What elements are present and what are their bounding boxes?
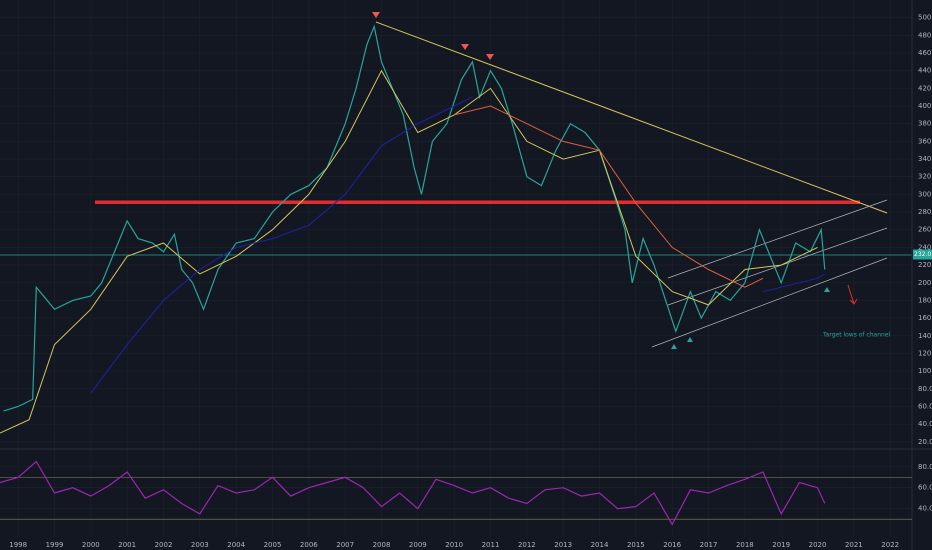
y-tick-label: 20.0: [918, 438, 932, 446]
x-tick-label: 2017: [700, 541, 718, 549]
y-tick-label: 280.0: [918, 208, 932, 216]
x-tick-label: 2020: [809, 541, 827, 549]
x-tick-label: 2022: [881, 541, 899, 549]
y-tick-label: 120.0: [918, 349, 932, 357]
x-tick-label: 1998: [9, 541, 27, 549]
x-tick-label: 2003: [191, 541, 209, 549]
x-tick-label: 2013: [554, 541, 572, 549]
y-tick-label: 60.0: [918, 402, 932, 410]
x-tick-label: 2016: [663, 541, 681, 549]
y-tick-label: 500.0: [918, 14, 932, 22]
y-tick-label: 80.0: [918, 385, 932, 393]
x-tick-label: 2011: [482, 541, 500, 549]
y-tick-label: 40.00: [918, 505, 932, 513]
x-tick-label: 2005: [264, 541, 282, 549]
y-tick-label: 260.0: [918, 226, 932, 234]
x-tick-label: 2002: [155, 541, 173, 549]
x-tick-label: 2019: [772, 541, 790, 549]
last-price-label: 232.0: [914, 251, 931, 258]
y-tick-label: 400.0: [918, 102, 932, 110]
arrow: [847, 284, 858, 305]
last-price-box: [913, 249, 932, 260]
x-tick-label: 2001: [118, 541, 136, 549]
y-tick-label: 440.0: [918, 67, 932, 75]
series-line: [0, 69, 818, 434]
channel-line: [651, 257, 888, 348]
resistance-zone: [95, 200, 860, 204]
y-tick-label: 80.00: [918, 463, 932, 471]
y-tick-label: 220.0: [918, 261, 932, 269]
y-tick-label: 240.0: [918, 243, 932, 251]
y-tick-label: 460.0: [918, 49, 932, 57]
x-tick-label: 2000: [82, 541, 100, 549]
y-tick-label: 360.0: [918, 137, 932, 145]
series-line: [90, 96, 826, 394]
x-tick-label: 2012: [518, 541, 536, 549]
y-tick-label: 300.0: [918, 190, 932, 198]
x-tick-label: 2015: [627, 541, 645, 549]
series-line: [0, 460, 826, 526]
x-tick-label: 2006: [300, 541, 318, 549]
y-tick-label: 40.0: [918, 420, 932, 428]
y-tick-label: 60.00: [918, 484, 932, 492]
y-tick-label: 340.0: [918, 155, 932, 163]
x-tick-label: 2014: [591, 541, 609, 549]
channel-line: [667, 199, 888, 279]
x-tick-label: 2018: [736, 541, 754, 549]
y-tick-label: 420.0: [918, 84, 932, 92]
y-tick-label: 480.0: [918, 31, 932, 39]
annotation: Target lows of channel: [822, 332, 891, 339]
x-tick-label: 2008: [373, 541, 391, 549]
y-tick-label: 380.0: [918, 120, 932, 128]
x-tick-label: 2021: [845, 541, 863, 549]
x-tick-label: 2007: [336, 541, 354, 549]
y-tick-label: 160.0: [918, 314, 932, 322]
y-tick-label: 180.0: [918, 296, 932, 304]
channel-line: [667, 227, 888, 306]
series-line: [454, 105, 764, 288]
x-tick-label: 1999: [46, 541, 64, 549]
x-tick-label: 2009: [409, 541, 427, 549]
y-tick-label: 100.0: [918, 367, 932, 375]
y-tick-label: 200.0: [918, 279, 932, 287]
series-line: [3, 24, 826, 412]
y-tick-label: 140.0: [918, 332, 932, 340]
x-tick-label: 2010: [445, 541, 463, 549]
y-tick-label: 320.0: [918, 173, 932, 181]
trendline: [375, 21, 888, 214]
x-tick-label: 2004: [227, 541, 245, 549]
